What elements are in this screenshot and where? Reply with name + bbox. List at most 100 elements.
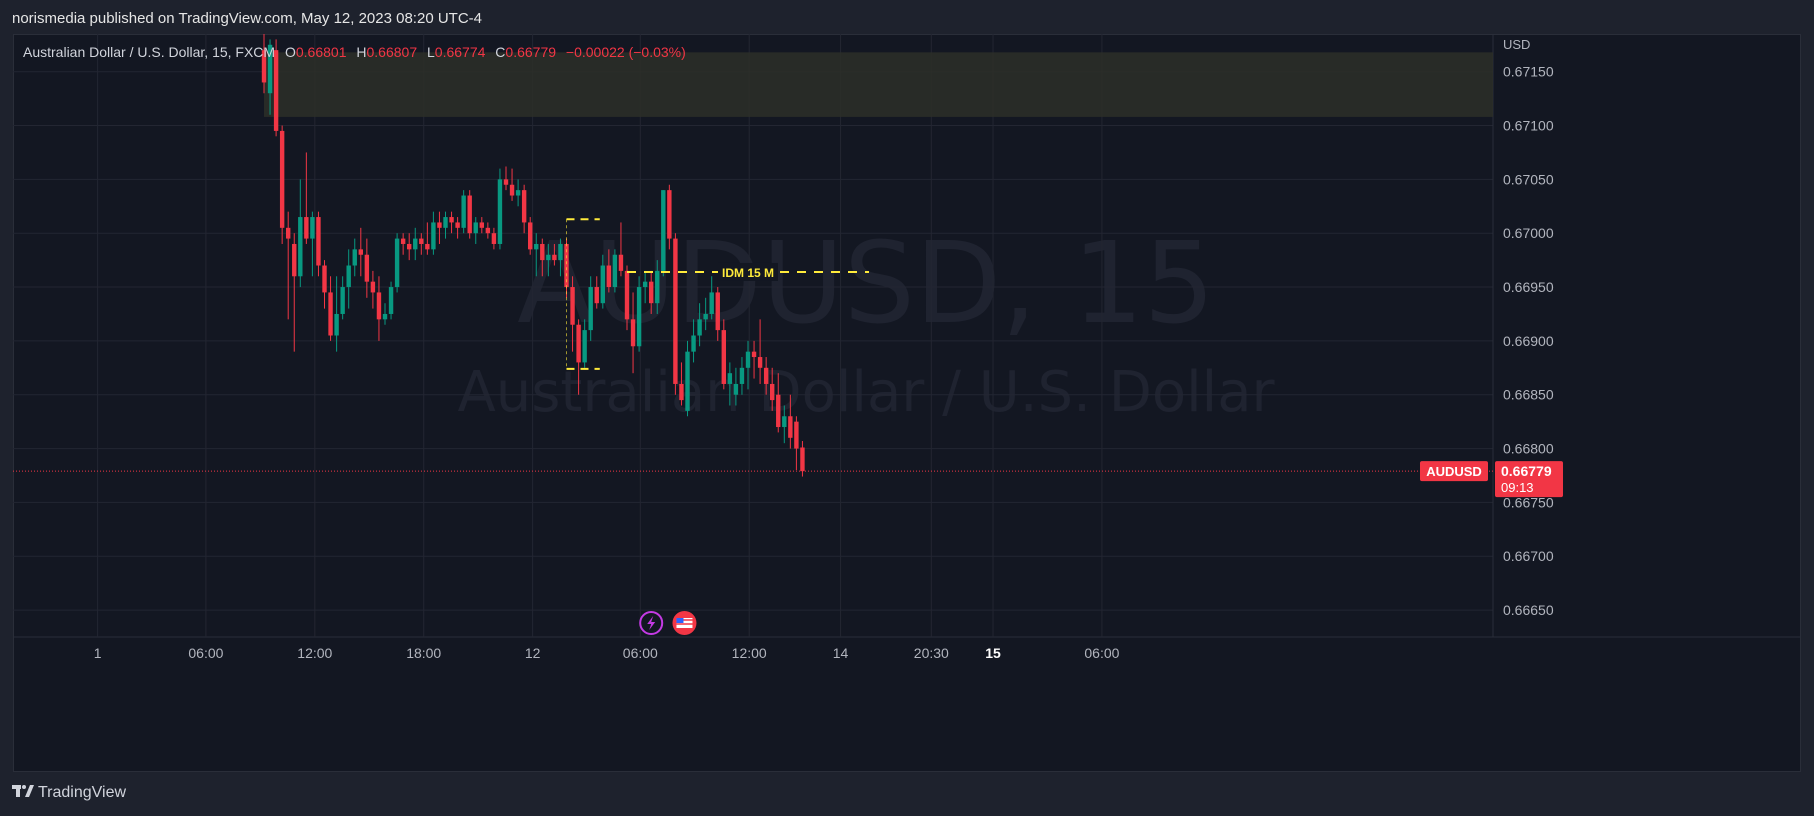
last-price-value: 0.66779 [1501, 463, 1552, 479]
candle-body [655, 270, 660, 304]
candle-body [540, 243, 545, 261]
symbol-price-tag [1420, 461, 1488, 482]
us-flag-canton [676, 618, 684, 623]
candle-body [485, 227, 491, 234]
legend-open-value: 0.66801 [295, 44, 347, 60]
candle-body [679, 383, 684, 401]
event-icons[interactable] [639, 611, 697, 635]
time-tick-label: 12 [525, 645, 541, 661]
candle-body [334, 313, 339, 336]
candle-body [479, 222, 484, 228]
candle-body [642, 281, 648, 288]
candle-body [770, 383, 775, 401]
candle-body [437, 222, 442, 228]
chart-frame[interactable] [13, 34, 1801, 772]
legend-high-value: 0.66807 [366, 44, 418, 60]
price-tick-label: 0.66950 [1503, 279, 1554, 295]
candle-body [370, 281, 376, 293]
legend-open-label: O [284, 44, 296, 60]
candle-body [534, 243, 539, 250]
candle-body [528, 222, 533, 250]
candle-body [509, 184, 515, 196]
candle-body [467, 195, 472, 234]
publisher-line: norismedia published on TradingView.com,… [12, 10, 482, 27]
candle-body [267, 44, 273, 94]
time-tick-label: 06:00 [1084, 645, 1119, 661]
candle-body [425, 243, 430, 250]
time-tick-label: 20:30 [914, 645, 949, 661]
tradingview-logo-icon [12, 784, 34, 802]
candle-body [497, 179, 503, 244]
candle-body [298, 217, 303, 277]
candle-body [273, 50, 279, 131]
us-flag-event-icon[interactable] [672, 611, 697, 635]
candle-body [685, 351, 690, 411]
candle-body [763, 367, 769, 384]
supply-zone-layer [264, 52, 1493, 117]
candle-body [352, 249, 357, 266]
candle-body [600, 265, 605, 304]
candle-body [788, 416, 793, 438]
candle-body [661, 190, 666, 271]
candle-body [794, 421, 799, 449]
candle-body [340, 287, 345, 314]
candle-body [630, 319, 636, 347]
candle-body [382, 313, 388, 320]
candle-body [552, 254, 557, 261]
tradingview-brand[interactable]: TradingView [12, 784, 126, 802]
time-tick-label: 14 [833, 645, 849, 661]
candle-body [443, 217, 448, 228]
candle-body [521, 190, 527, 223]
time-tick-label: 06:00 [188, 645, 223, 661]
candle-body [673, 238, 678, 384]
candle-body [757, 357, 763, 368]
last-price-badge [1495, 461, 1563, 498]
candle-body [261, 50, 267, 83]
candle-body [394, 238, 400, 288]
legend-change-value: −0.00022 (−0.03%) [565, 44, 686, 60]
candle-body [419, 238, 424, 244]
time-tick-label: 12:00 [732, 645, 767, 661]
candle-body [564, 243, 569, 288]
candle-body [800, 447, 805, 472]
candle-body [358, 249, 363, 255]
candle-body [606, 265, 612, 288]
candle-body [612, 254, 618, 288]
candle-body [316, 217, 321, 266]
candle-body [310, 217, 315, 239]
time-tick-label: 1 [94, 645, 102, 661]
candle-body [503, 179, 509, 185]
price-axis[interactable]: 0.67150 0.67100 0.67050 0.67000 0.66950 0.669… [1503, 37, 1554, 618]
candles [261, 34, 805, 477]
candle-body [455, 222, 460, 228]
price-tick-label: 0.66850 [1503, 387, 1554, 403]
candle-body [413, 238, 418, 250]
lightning-event-icon[interactable] [639, 611, 664, 635]
candle-body [279, 130, 285, 228]
time-axis[interactable]: 1 06:00 12:00 18:00 12 06:00 12:00 14 20:30 15 06:… [94, 645, 1120, 661]
candle-body [739, 367, 745, 384]
price-tick-label: 0.66700 [1503, 548, 1554, 564]
candle-body [449, 217, 454, 223]
candle-body [594, 287, 599, 304]
annotations: IDM 15 M [566, 218, 869, 370]
candle-body [745, 351, 751, 368]
candle-body [346, 265, 351, 288]
candle-body [691, 335, 696, 352]
candle-body [697, 319, 702, 336]
candle-body [461, 195, 466, 228]
price-tick-label: 0.67000 [1503, 225, 1554, 241]
countdown-timer: 09:13 [1501, 480, 1534, 495]
candle-body [570, 287, 575, 325]
candle-body [558, 243, 563, 261]
candlestick-chart[interactable]: AUDUSD, 15 Australian Dollar / U.S. Doll… [13, 34, 1801, 772]
footer-bar [0, 776, 1814, 816]
candle-body [582, 330, 587, 363]
supply-zone [264, 52, 1493, 117]
publisher-header: norismedia published on TradingView.com,… [0, 0, 1814, 34]
candle-body [546, 254, 551, 261]
candle-body [388, 287, 394, 314]
legend-symbol: Australian Dollar / U.S. Dollar, 15, FXC… [23, 44, 276, 60]
price-tick-label: 0.66750 [1503, 494, 1554, 510]
